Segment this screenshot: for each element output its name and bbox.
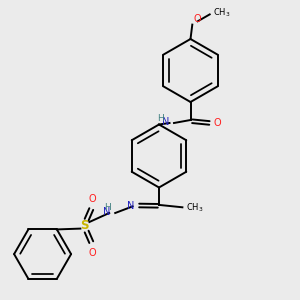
Text: O: O (213, 118, 220, 128)
Text: N: N (127, 201, 134, 212)
Text: O: O (194, 14, 201, 24)
Text: CH$_3$: CH$_3$ (186, 201, 203, 214)
Text: S: S (80, 219, 89, 232)
Text: H: H (104, 203, 111, 212)
Text: N: N (162, 117, 169, 128)
Text: N: N (103, 207, 111, 217)
Text: H: H (157, 114, 164, 123)
Text: O: O (88, 194, 96, 204)
Text: CH$_3$: CH$_3$ (213, 6, 230, 19)
Text: O: O (88, 248, 96, 257)
